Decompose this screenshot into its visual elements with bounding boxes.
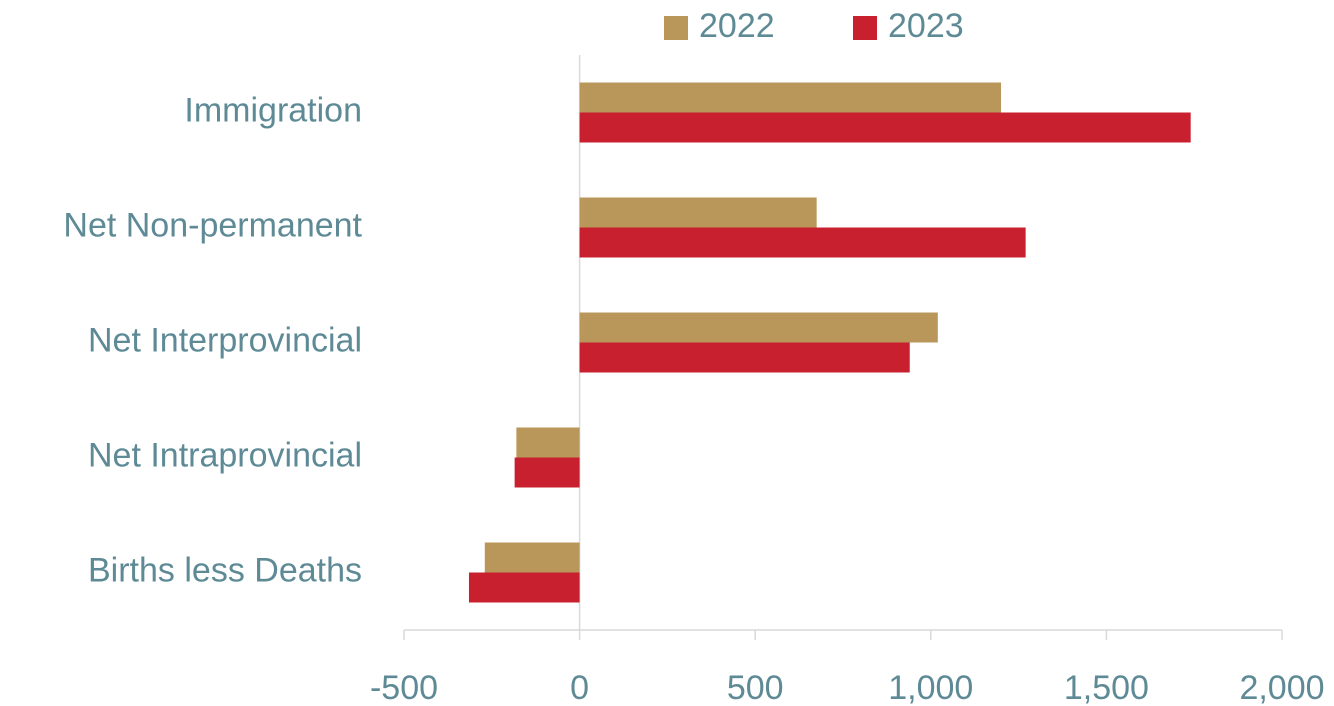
bar [579, 312, 938, 343]
x-tick-label: -500 [370, 669, 438, 706]
bar [579, 342, 910, 373]
category-label: Net Interprovincial [88, 321, 362, 359]
legend-swatch [664, 16, 688, 40]
x-tick-label: 2,000 [1239, 669, 1324, 706]
x-tick-label: 1,000 [888, 669, 973, 706]
category-label: Net Non-permanent [63, 206, 362, 244]
bar [468, 572, 580, 603]
bar [579, 112, 1191, 143]
bar [579, 227, 1026, 258]
bar [579, 82, 1002, 113]
category-label: Net Intraprovincial [88, 436, 362, 474]
bar [514, 457, 580, 488]
x-tick-label: 0 [570, 669, 589, 706]
legend-label: 2023 [888, 7, 964, 45]
x-tick-label: 1,500 [1064, 669, 1149, 706]
legend-label: 2022 [699, 7, 775, 45]
category-label: Births less Deaths [88, 551, 362, 589]
legend-swatch [853, 16, 877, 40]
x-tick-label: 500 [727, 669, 784, 706]
category-label: Immigration [184, 91, 362, 129]
bar [484, 542, 580, 573]
bar [516, 427, 580, 458]
bar [579, 197, 817, 228]
